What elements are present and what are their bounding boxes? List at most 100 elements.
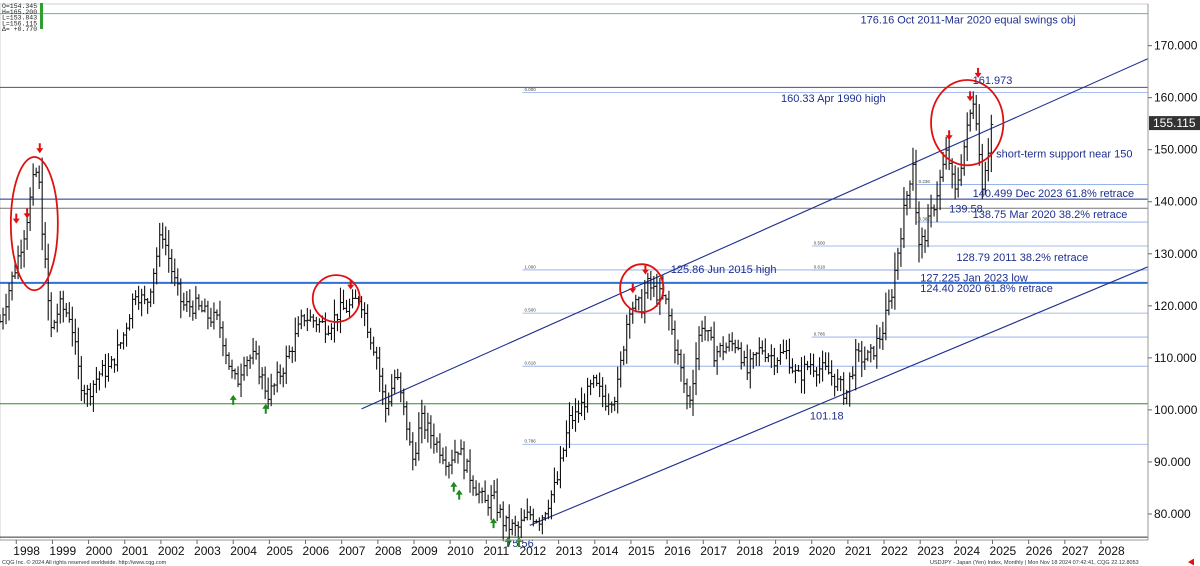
ohlc-bar-31 xyxy=(91,380,96,412)
ohlc-bar-134 xyxy=(401,388,406,416)
ohlc-bar-175 xyxy=(525,498,530,521)
x-tick-label-28: 2026 xyxy=(1026,544,1053,558)
ohlc-bar-229 xyxy=(688,385,693,409)
fib-label-2: 0.382 xyxy=(919,217,931,222)
ohlc-bar-103 xyxy=(308,309,313,322)
ohlc-bar-13 xyxy=(37,165,42,189)
horizontal-levels xyxy=(0,13,1148,538)
ohlc-bar-328 xyxy=(986,138,991,182)
ohlc-bar-163 xyxy=(489,485,494,521)
ohlc-bar-135 xyxy=(404,401,409,441)
ohlc-bar-283 xyxy=(850,366,855,380)
up-arrow-3 xyxy=(455,489,463,500)
ohlc-bar-140 xyxy=(419,399,424,444)
ohlc-bar-214 xyxy=(642,279,647,324)
x-tick-label-14: 2012 xyxy=(519,544,546,558)
x-tick-label-2: 2000 xyxy=(86,544,113,558)
fib-label-6: 0.500 xyxy=(524,308,536,313)
ohlc-bar-312 xyxy=(938,169,943,211)
ohlc-bar-26 xyxy=(76,327,81,380)
ohlc-bar-246 xyxy=(739,342,744,370)
up-arrow-1 xyxy=(262,403,270,414)
ohlc-bar-270 xyxy=(811,353,816,378)
ohlc-bar-285 xyxy=(856,342,861,362)
ohlc-bar-2 xyxy=(4,293,9,325)
annotation-9: 127.225 Jan 2023 low xyxy=(920,272,1028,284)
ohlc-bar-185 xyxy=(555,471,560,485)
ohlc-bar-300 xyxy=(901,187,906,248)
ohlc-bar-208 xyxy=(624,314,629,364)
ohlc-line-0: O=154.345 xyxy=(2,3,37,10)
ohlc-bar-49 xyxy=(145,297,150,314)
x-tick-label-5: 2003 xyxy=(194,544,221,558)
ohlc-bar-46 xyxy=(136,285,141,310)
ohlc-bar-64 xyxy=(190,300,195,321)
annotation-11: 101.18 xyxy=(810,410,844,422)
ohlc-bar-170 xyxy=(510,519,515,536)
ohlc-bar-142 xyxy=(425,412,430,443)
ohlc-bar-108 xyxy=(323,312,328,343)
ohlc-bar-238 xyxy=(715,345,720,375)
ohlc-bar-197 xyxy=(591,374,596,388)
ohlc-bar-42 xyxy=(124,322,129,347)
ohlc-bar-172 xyxy=(516,521,521,538)
ohlc-bar-321 xyxy=(965,112,970,162)
ohlc-bar-8 xyxy=(22,230,27,268)
ohlc-bar-75 xyxy=(223,338,228,365)
fib-label-7: 0.786 xyxy=(814,332,826,337)
up-arrow-4 xyxy=(490,518,498,529)
annotations: 176.16 Oct 2011-Mar 2020 equal swings ob… xyxy=(506,14,1134,550)
ohlc-bar-95 xyxy=(284,345,289,385)
y-tick-label-4: 120.000 xyxy=(1154,299,1198,313)
ohlc-bar-150 xyxy=(449,449,454,475)
x-tick-label-20: 2018 xyxy=(736,544,763,558)
x-tick-label-1: 1999 xyxy=(49,544,76,558)
x-tick-label-10: 2008 xyxy=(375,544,402,558)
ohlc-bar-160 xyxy=(480,487,485,504)
ohlc-bar-322 xyxy=(968,109,973,132)
ohlc-bar-280 xyxy=(841,372,846,405)
channel-upper-line xyxy=(361,58,1149,410)
scroll-arrow-icon xyxy=(1188,558,1194,566)
ohlc-bar-301 xyxy=(904,190,909,216)
ohlc-bar-207 xyxy=(621,345,626,366)
ohlc-bar-92 xyxy=(275,361,280,393)
y-tick-label-2: 100.000 xyxy=(1154,403,1198,417)
ohlc-bar-295 xyxy=(886,289,891,316)
ohlc-bar-151 xyxy=(452,439,457,464)
ohlc-bar-17 xyxy=(49,292,54,338)
ohlc-bar-70 xyxy=(208,307,213,327)
annotation-1: 161.973 xyxy=(973,75,1013,87)
ohlc-bar-240 xyxy=(721,336,726,361)
ohlc-bar-110 xyxy=(329,323,334,341)
ohlc-bar-22 xyxy=(64,302,69,318)
ohlc-bar-206 xyxy=(618,351,623,388)
ohlc-bar-73 xyxy=(217,300,222,339)
annotation-2: 160.33 Apr 1990 high xyxy=(781,93,886,105)
footer-left: CQG Inc. © 2024 All rights reserved worl… xyxy=(2,559,167,566)
fib-label-9: 0.786 xyxy=(524,439,536,444)
ohlc-bar-71 xyxy=(211,302,216,330)
ohlc-bar-20 xyxy=(58,290,63,324)
down-arrow-2 xyxy=(36,143,44,154)
ohlc-bar-130 xyxy=(389,374,394,407)
ohlc-bar-252 xyxy=(757,337,762,367)
ohlc-bar-98 xyxy=(293,317,298,362)
ohlc-bar-65 xyxy=(193,286,198,319)
y-tick-label-9: 170.000 xyxy=(1154,39,1198,53)
ohlc-bar-126 xyxy=(377,346,382,392)
x-tick-label-18: 2016 xyxy=(664,544,691,558)
ohlc-bar-14 xyxy=(40,157,45,251)
ohlc-bar-164 xyxy=(492,480,497,500)
ohlc-bar-275 xyxy=(826,352,831,375)
ohlc-bar-329 xyxy=(989,114,994,173)
ohlc-bar-87 xyxy=(260,367,265,390)
x-tick-label-8: 2006 xyxy=(303,544,330,558)
ohlc-bar-249 xyxy=(748,349,753,389)
ohlc-bar-45 xyxy=(133,290,138,306)
ohlc-bar-228 xyxy=(684,378,689,410)
ohlc-bar-171 xyxy=(513,515,518,537)
footer: CQG Inc. © 2024 All rights reserved worl… xyxy=(2,558,1194,566)
ohlc-bar-83 xyxy=(248,354,253,369)
ohlc-bar-296 xyxy=(889,289,894,309)
